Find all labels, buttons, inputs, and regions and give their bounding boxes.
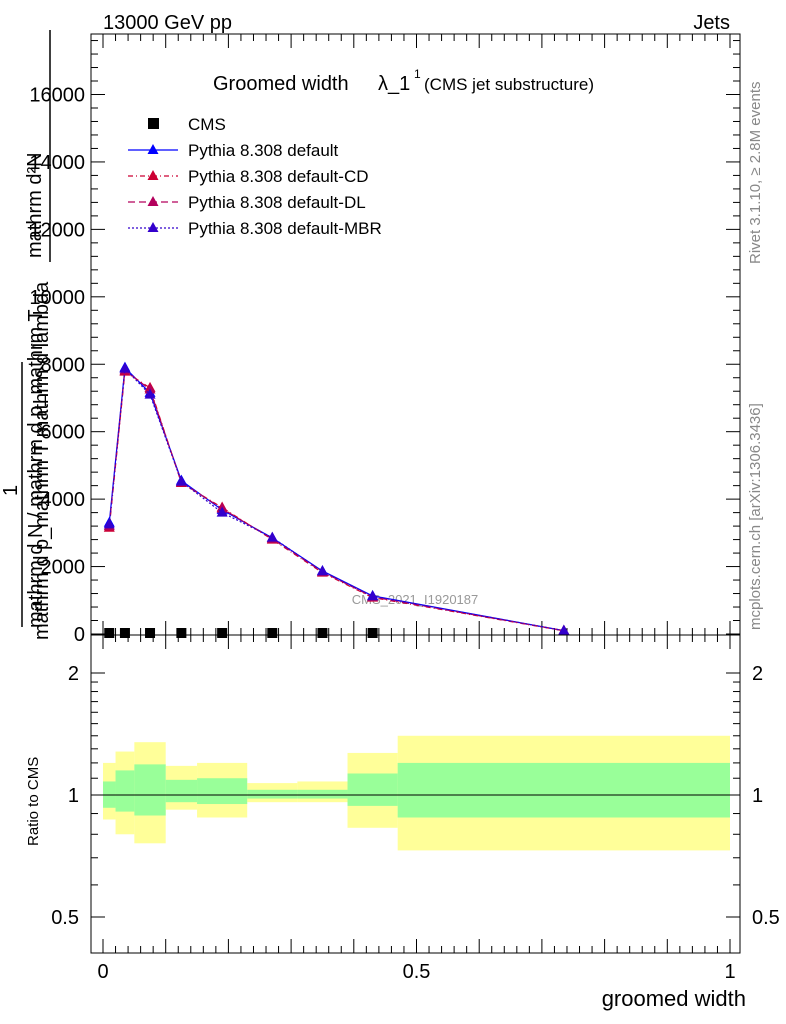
x-axis-label: groomed width <box>602 986 746 1011</box>
series-marker-mbr <box>103 518 115 529</box>
title-sub: (CMS jet substructure) <box>424 75 594 94</box>
legend-marker-default <box>147 144 159 154</box>
series-marker-mbr <box>266 531 278 542</box>
y-tick-label: 0 <box>74 624 85 646</box>
y-tick-label: 16000 <box>29 85 85 107</box>
ratio-y-axis: 0.5 0.5 1 1 2 2 <box>51 663 780 929</box>
rivet-version-label: Rivet 3.1.10, ≥ 2.8M events <box>747 82 764 265</box>
data-point-cms <box>145 628 156 638</box>
ratio-y-tick-label-right: 1 <box>752 785 763 807</box>
ratio-band-inner <box>397 762 730 818</box>
data-point-cms <box>176 628 187 638</box>
y-tick-label: 4000 <box>41 489 86 511</box>
series-marker-mbr <box>144 388 156 399</box>
legend-marker-cd <box>147 170 159 180</box>
header-right: Jets <box>693 12 730 34</box>
ylabel-top2: mathrm d p_mathrm T mathrm d lambda <box>31 281 53 640</box>
ratio-y-tick-label: 2 <box>68 663 79 685</box>
data-point-cms <box>104 628 115 638</box>
ratio-band-inner <box>134 764 166 816</box>
y-tick-label: 14000 <box>29 152 85 174</box>
ratio-y-tick-label-right: 2 <box>752 663 763 685</box>
y-tick-label: 10000 <box>29 287 85 309</box>
series-marker-mbr <box>316 565 328 576</box>
ratio-x-axis: 0 0.5 1 <box>97 635 736 983</box>
ratio-bands-layer <box>103 735 730 851</box>
ratio-band-inner <box>115 770 135 812</box>
series-marker-mbr <box>558 624 570 635</box>
legend: CMS Pythia 8.308 default Pythia 8.308 defa… <box>128 115 382 238</box>
x-tick-label: 1 <box>724 961 735 983</box>
legend-marker-dl <box>147 196 159 206</box>
y-tick-label: 8000 <box>41 354 86 376</box>
data-point-cms <box>119 628 130 638</box>
series-marker-mbr <box>175 475 187 486</box>
legend-label: CMS <box>188 115 226 134</box>
series-line-cd <box>108 370 564 632</box>
series-line-dl <box>108 369 564 632</box>
main-x-ticks <box>102 34 731 635</box>
ratio-band-inner <box>347 773 398 806</box>
series-line-mbr <box>108 367 564 632</box>
ratio-band-inner <box>165 779 198 803</box>
y-tick-label: 12000 <box>29 219 85 241</box>
main-y-axis: 0 2000 4000 6000 8000 10000 12000 14000 16000 <box>29 40 740 646</box>
data-point-cms <box>367 628 378 638</box>
series-line-default <box>108 366 564 632</box>
data-point-cms <box>317 628 328 638</box>
series-marker-mbr <box>216 506 228 517</box>
y-tick-label: 6000 <box>41 422 86 444</box>
ratio-band-inner <box>197 778 248 805</box>
title-main: Groomed width <box>213 73 349 95</box>
ylabel-one: 1 <box>0 485 22 496</box>
title-sup: 1 <box>414 67 421 81</box>
ratio-y-tick-label: 0.5 <box>51 907 79 929</box>
x-tick-label: 0.5 <box>403 961 431 983</box>
series-marker-mbr <box>119 362 131 373</box>
ylabel-top: mathrm d²N <box>24 152 46 258</box>
ratio-ylabel: Ratio to CMS <box>25 757 42 846</box>
legend-label: Pythia 8.308 default-CD <box>188 167 369 186</box>
x-tick-label: 0 <box>97 961 108 983</box>
ratio-band-inner <box>297 789 348 799</box>
chart-title: Groomed width λ_1 1 (CMS jet substructur… <box>213 67 594 95</box>
ratio-y-tick-label: 1 <box>68 785 79 807</box>
title-lambda: λ_1 <box>378 73 410 95</box>
analysis-watermark: CMS_2021_I1920187 <box>352 592 479 607</box>
mcplots-label: mcplots.cern.ch [arXiv:1306.3436] <box>747 403 764 630</box>
ratio-band-inner <box>247 789 298 799</box>
ratio-y-tick-label-right: 0.5 <box>752 907 780 929</box>
y-tick-label: 2000 <box>41 557 86 579</box>
legend-label: Pythia 8.308 default-MBR <box>188 219 382 238</box>
legend-marker-mbr <box>147 222 159 232</box>
data-point-cms <box>217 628 228 638</box>
data-point-cms <box>267 628 278 638</box>
main-y-axis-label: mathrm d²N mathrm d p_mathrm T mathrm d … <box>0 30 53 640</box>
ratio-plot-frame <box>90 634 741 954</box>
legend-label: Pythia 8.308 default-DL <box>188 193 366 212</box>
main-series-layer <box>103 361 570 638</box>
legend-label: Pythia 8.308 default <box>188 141 339 160</box>
ylabel-inner: mathrm d N / mathrm d p_mathrm T <box>25 309 47 628</box>
series-marker-mbr <box>367 590 379 601</box>
legend-marker-cms <box>148 118 159 129</box>
header-left: 13000 GeV pp <box>103 12 232 34</box>
